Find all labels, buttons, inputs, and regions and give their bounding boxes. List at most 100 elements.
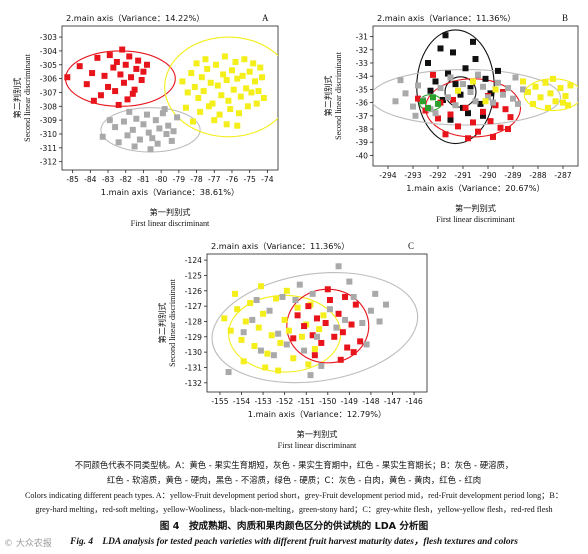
point-red: [331, 333, 338, 340]
point-yellow: [482, 98, 489, 105]
point-grey: [333, 324, 340, 331]
point-grey: [136, 136, 143, 143]
point-grey: [156, 125, 163, 132]
y-tick-label-a: -312: [40, 158, 57, 167]
y-tick-label-b: -35: [356, 85, 369, 94]
x-axis-title-c: 1.main axis（Variance：12.79%）: [248, 409, 386, 419]
point-yellow: [320, 312, 327, 319]
point-grey: [253, 297, 260, 303]
point-yellow: [532, 83, 539, 90]
point-red: [335, 310, 342, 317]
point-grey: [392, 98, 399, 105]
x-tick-label-c: -155: [211, 397, 228, 406]
point-grey: [397, 77, 404, 84]
panel-label-c: C: [408, 241, 414, 251]
point-red: [140, 68, 147, 75]
caption-line-cn-1: 不同颜色代表不同类型桃。A：黄色 - 果实生育期短，灰色 - 果实生育期中，红色…: [74, 460, 514, 470]
point-red: [490, 133, 496, 140]
x-tick-label-b: -294: [379, 171, 396, 180]
point-red: [143, 61, 150, 68]
point-yellow: [241, 56, 248, 63]
point-yellow: [260, 310, 267, 317]
point-yellow: [565, 102, 571, 109]
y-tick-label-b: -37: [356, 112, 369, 121]
point-grey: [505, 85, 511, 92]
point-yellow: [264, 350, 271, 357]
point-grey: [149, 135, 156, 142]
top-axis-title-c: 2.main axis（Variance：11.36%）: [211, 241, 349, 251]
point-black: [467, 85, 474, 92]
point-grey: [350, 293, 357, 300]
point-black: [432, 78, 439, 85]
point-red: [305, 303, 312, 310]
point-grey: [490, 99, 496, 106]
point-grey: [372, 290, 379, 297]
x-axis-title-cn-a: 第一判别式: [150, 207, 191, 217]
point-grey: [309, 290, 316, 297]
point-yellow: [240, 358, 247, 365]
point-yellow: [260, 95, 267, 101]
point-red: [117, 71, 124, 78]
point-red: [301, 323, 308, 330]
point-red: [505, 126, 511, 133]
point-grey: [112, 124, 119, 131]
point-grey: [342, 316, 349, 323]
point-yellow: [316, 326, 323, 333]
point-yellow: [225, 97, 232, 104]
point-grey: [512, 74, 519, 81]
point-yellow: [552, 98, 559, 105]
point-red: [415, 95, 421, 102]
point-grey: [159, 110, 166, 117]
point-grey: [270, 352, 277, 359]
point-red: [94, 54, 101, 61]
point-red: [113, 59, 120, 65]
point-grey: [510, 95, 516, 102]
point-red: [455, 123, 461, 130]
point-red: [64, 74, 71, 81]
point-yellow: [547, 90, 554, 97]
x-tick-label-c: -152: [276, 397, 293, 406]
point-red: [487, 118, 494, 125]
point-red: [348, 321, 355, 328]
y-tick-label-a: -308: [40, 102, 57, 111]
y-axis-title-a: Second linear discriminant: [23, 53, 32, 141]
point-yellow: [209, 100, 216, 107]
point-grey: [346, 278, 353, 285]
point-yellow: [530, 100, 536, 107]
point-yellow: [259, 74, 266, 81]
point-yellow: [248, 89, 255, 96]
point-red: [106, 52, 113, 59]
point-green: [430, 94, 436, 101]
point-grey: [275, 330, 282, 337]
point-red: [110, 64, 117, 71]
point-yellow: [277, 339, 284, 346]
point-yellow: [182, 104, 189, 111]
point-red: [311, 352, 318, 359]
point-yellow: [184, 89, 191, 96]
watermark: © 大众农报: [4, 539, 52, 549]
point-yellow: [537, 94, 544, 101]
point-grey: [402, 90, 409, 97]
point-yellow: [492, 86, 499, 93]
point-grey: [467, 89, 474, 96]
point-red: [133, 65, 140, 72]
point-black: [495, 67, 501, 74]
point-grey: [307, 372, 314, 379]
y-tick-label-a: -305: [40, 61, 57, 70]
top-axis-title-b: 2.main axis（Variance：11.36%）: [377, 13, 515, 23]
point-grey: [140, 121, 147, 128]
panel-b-chart: -294 -293 -292 -291 -290 -289 -288 -287 -31 -32 -3…: [323, 13, 579, 224]
point-yellow: [238, 336, 245, 343]
x-tick-label-c: -153: [254, 397, 271, 406]
point-grey: [249, 316, 256, 323]
point-grey: [147, 146, 154, 153]
x-tick-label-a: -75: [243, 175, 256, 184]
point-black: [450, 49, 456, 56]
y-tick-label-a: -311: [40, 144, 57, 153]
y-axis-title-c: Second linear discriminant: [168, 278, 177, 366]
point-red: [129, 90, 136, 97]
point-yellow: [221, 315, 228, 322]
x-axis-subtitle-a: First linear discriminant: [131, 219, 210, 228]
point-yellow: [232, 59, 239, 65]
point-red: [435, 115, 441, 122]
